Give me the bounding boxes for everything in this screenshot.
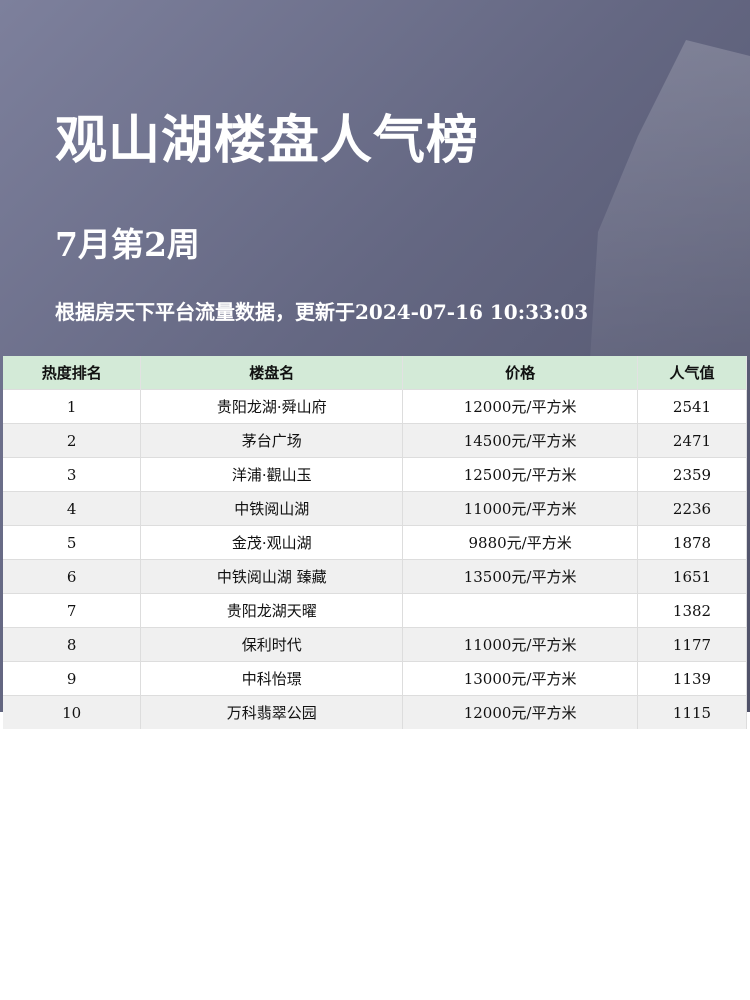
cell-price: 14500元/平方米 (402, 423, 639, 458)
ranking-table: 热度排名 楼盘名 价格 人气值 1 贵阳龙湖·舜山府 12000元/平方米 2541 2… (3, 356, 747, 729)
cell-price: 12000元/平方米 (402, 389, 639, 424)
column-header-price: 价格 (402, 356, 639, 390)
cell-price: 11000元/平方米 (402, 627, 639, 662)
table-row: 7 贵阳龙湖天曜 1382 (3, 593, 747, 628)
cell-popularity: 1651 (637, 559, 747, 594)
week-label: 7月第2周 (55, 225, 200, 264)
table-row: 6 中铁阅山湖 臻藏 13500元/平方米 1651 (3, 559, 747, 594)
cell-price: 12500元/平方米 (402, 457, 639, 492)
table-row: 10 万科翡翠公园 12000元/平方米 1115 (3, 695, 747, 729)
cell-rank: 6 (3, 559, 142, 594)
cell-name: 万科翡翠公园 (140, 695, 404, 729)
cell-rank: 9 (3, 661, 142, 696)
cell-rank: 3 (3, 457, 142, 492)
column-header-name: 楼盘名 (140, 356, 404, 390)
cell-name: 中铁阅山湖 臻藏 (140, 559, 404, 594)
cell-rank: 5 (3, 525, 142, 560)
cell-rank: 2 (3, 423, 142, 458)
table-row: 2 茅台广场 14500元/平方米 2471 (3, 423, 747, 458)
cell-popularity: 2359 (637, 457, 747, 492)
cell-rank: 8 (3, 627, 142, 662)
table-row: 1 贵阳龙湖·舜山府 12000元/平方米 2541 (3, 389, 747, 424)
cell-popularity: 2471 (637, 423, 747, 458)
cell-price: 13500元/平方米 (402, 559, 639, 594)
cell-price: 12000元/平方米 (402, 695, 639, 729)
cell-name: 贵阳龙湖·舜山府 (140, 389, 404, 424)
table-row: 5 金茂·观山湖 9880元/平方米 1878 (3, 525, 747, 560)
cell-popularity: 1115 (637, 695, 747, 729)
page-title: 观山湖楼盘人气榜 (55, 110, 480, 171)
cell-popularity: 1878 (637, 525, 747, 560)
cell-price: 13000元/平方米 (402, 661, 639, 696)
cell-name: 中科怡璟 (140, 661, 404, 696)
cell-price: 11000元/平方米 (402, 491, 639, 526)
cell-popularity: 1382 (637, 593, 747, 628)
column-header-rank: 热度排名 (3, 356, 142, 390)
cell-popularity: 1139 (637, 661, 747, 696)
update-info: 根据房天下平台流量数据，更新于2024-07-16 10:33:03 (55, 300, 589, 324)
decorative-image (590, 40, 750, 360)
cell-popularity: 2541 (637, 389, 747, 424)
cell-name: 洋浦·觀山玉 (140, 457, 404, 492)
table-row: 9 中科怡璟 13000元/平方米 1139 (3, 661, 747, 696)
cell-name: 中铁阅山湖 (140, 491, 404, 526)
cell-popularity: 1177 (637, 627, 747, 662)
table-row: 4 中铁阅山湖 11000元/平方米 2236 (3, 491, 747, 526)
column-header-popularity: 人气值 (637, 356, 747, 390)
cell-popularity: 2236 (637, 491, 747, 526)
cell-name: 金茂·观山湖 (140, 525, 404, 560)
table-row: 3 洋浦·觀山玉 12500元/平方米 2359 (3, 457, 747, 492)
cell-name: 茅台广场 (140, 423, 404, 458)
cell-rank: 10 (3, 695, 142, 729)
cell-rank: 4 (3, 491, 142, 526)
cell-price: 9880元/平方米 (402, 525, 639, 560)
cell-rank: 1 (3, 389, 142, 424)
cell-name: 保利时代 (140, 627, 404, 662)
table-row: 8 保利时代 11000元/平方米 1177 (3, 627, 747, 662)
cell-rank: 7 (3, 593, 142, 628)
cell-name: 贵阳龙湖天曜 (140, 593, 404, 628)
cell-price (402, 593, 639, 628)
